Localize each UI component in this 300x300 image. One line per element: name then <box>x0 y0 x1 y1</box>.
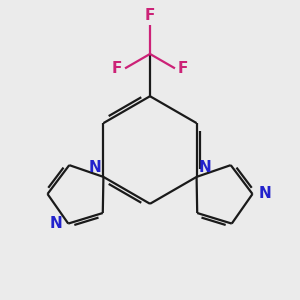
Text: N: N <box>89 160 101 175</box>
Text: N: N <box>258 187 271 202</box>
Text: F: F <box>178 61 188 76</box>
Text: F: F <box>145 8 155 23</box>
Text: N: N <box>199 160 211 175</box>
Text: N: N <box>50 216 62 231</box>
Text: F: F <box>112 61 122 76</box>
